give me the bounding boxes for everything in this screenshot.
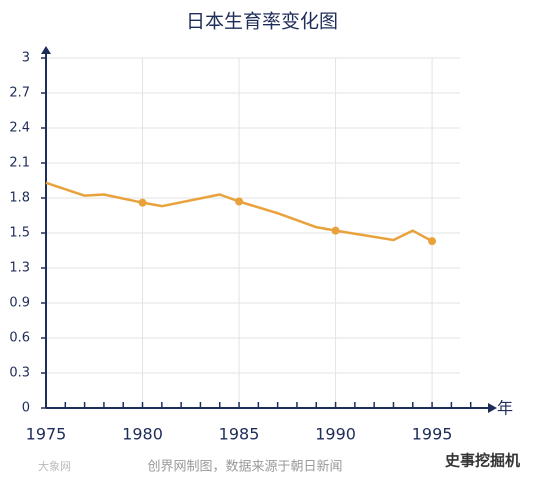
y-tick-label: 2.1	[9, 156, 30, 171]
point	[235, 197, 244, 206]
point	[331, 226, 340, 235]
x-tick-label: 1990	[315, 425, 356, 444]
x-tick-label: 1980	[122, 425, 163, 444]
y-tick-label: 0	[22, 401, 30, 416]
y-tick-label: 1.8	[9, 191, 30, 206]
y-tick-label: 0.3	[9, 366, 30, 381]
x-axis-label: 年	[497, 399, 513, 418]
x-arrow	[488, 403, 497, 413]
y-tick-label: 0.9	[9, 296, 30, 311]
x-tick-label: 1985	[219, 425, 260, 444]
y-tick-label: 1.5	[9, 226, 30, 241]
x-tick-label: 1975	[26, 425, 67, 444]
point	[138, 198, 147, 207]
y-tick-label: 2.7	[9, 86, 30, 101]
y-tick-label: 1.3	[9, 261, 30, 276]
y-arrow	[41, 46, 51, 54]
y-tick-label: 0.6	[9, 331, 30, 346]
watermark: 大象网	[38, 459, 71, 473]
x-tick-label: 1995	[412, 425, 453, 444]
point	[428, 237, 437, 246]
watermark: 史事挖掘机	[445, 452, 520, 470]
source-note: 创界网制图，数据来源于朝日新闻	[147, 459, 342, 475]
y-tick-label: 2.4	[9, 121, 30, 136]
y-tick-label: 3	[22, 51, 30, 66]
chart-title: 日本生育率变化图	[186, 11, 338, 33]
